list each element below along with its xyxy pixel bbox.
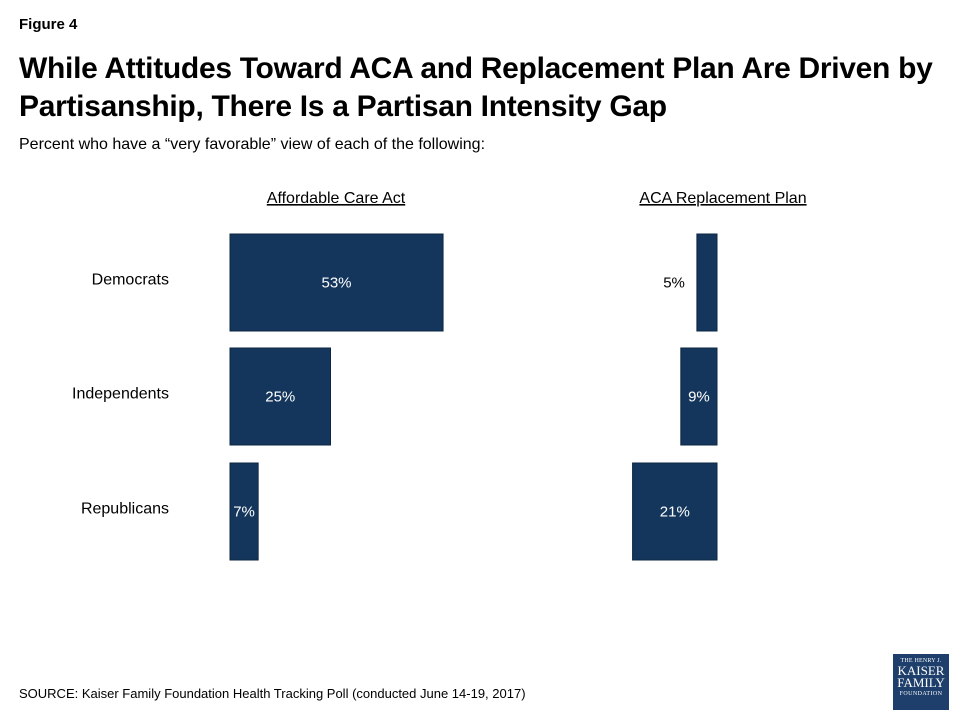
data-label-affordable-care-act-independents: 25%	[265, 388, 295, 405]
bar-affordable-care-act-republicans	[229, 462, 259, 561]
data-label-aca-replacement-plan-democrats: 5%	[663, 274, 685, 291]
chart-subtitle: Percent who have a “very favorable” view…	[19, 136, 486, 153]
logo-line-4: FOUNDATION	[899, 691, 943, 697]
category-label-republicans: Republicans	[81, 501, 169, 518]
figure-label: Figure 4	[19, 16, 78, 33]
bar-affordable-care-act-democrats	[229, 233, 444, 332]
panel-header-affordable-care-act: Affordable Care Act	[267, 190, 406, 207]
logo-line-3: FAMILY	[897, 675, 945, 690]
data-label-aca-replacement-plan-independents: 9%	[688, 388, 710, 405]
category-label-democrats: Democrats	[92, 272, 169, 289]
logo-line-1: THE HENRY J.	[900, 658, 942, 664]
bar-aca-replacement-plan-independents	[680, 347, 718, 446]
bar-aca-replacement-plan-democrats	[696, 233, 718, 332]
chart-title: While Attitudes Toward ACA and Replaceme…	[19, 52, 933, 123]
bar-aca-replacement-plan-republicans	[632, 462, 718, 561]
panel-header-aca-replacement-plan: ACA Replacement Plan	[639, 190, 806, 207]
logo-line-2: KAISER	[897, 663, 945, 678]
data-label-aca-replacement-plan-republicans: 21%	[660, 503, 690, 520]
data-label-affordable-care-act-republicans: 7%	[233, 503, 255, 520]
kff-logo: THE HENRY J. KAISER FAMILY FOUNDATION	[893, 654, 949, 710]
data-label-affordable-care-act-democrats: 53%	[322, 274, 352, 291]
bar-affordable-care-act-independents	[229, 347, 331, 446]
source-note: SOURCE: Kaiser Family Foundation Health …	[19, 686, 526, 701]
category-label-independents: Independents	[72, 386, 169, 403]
